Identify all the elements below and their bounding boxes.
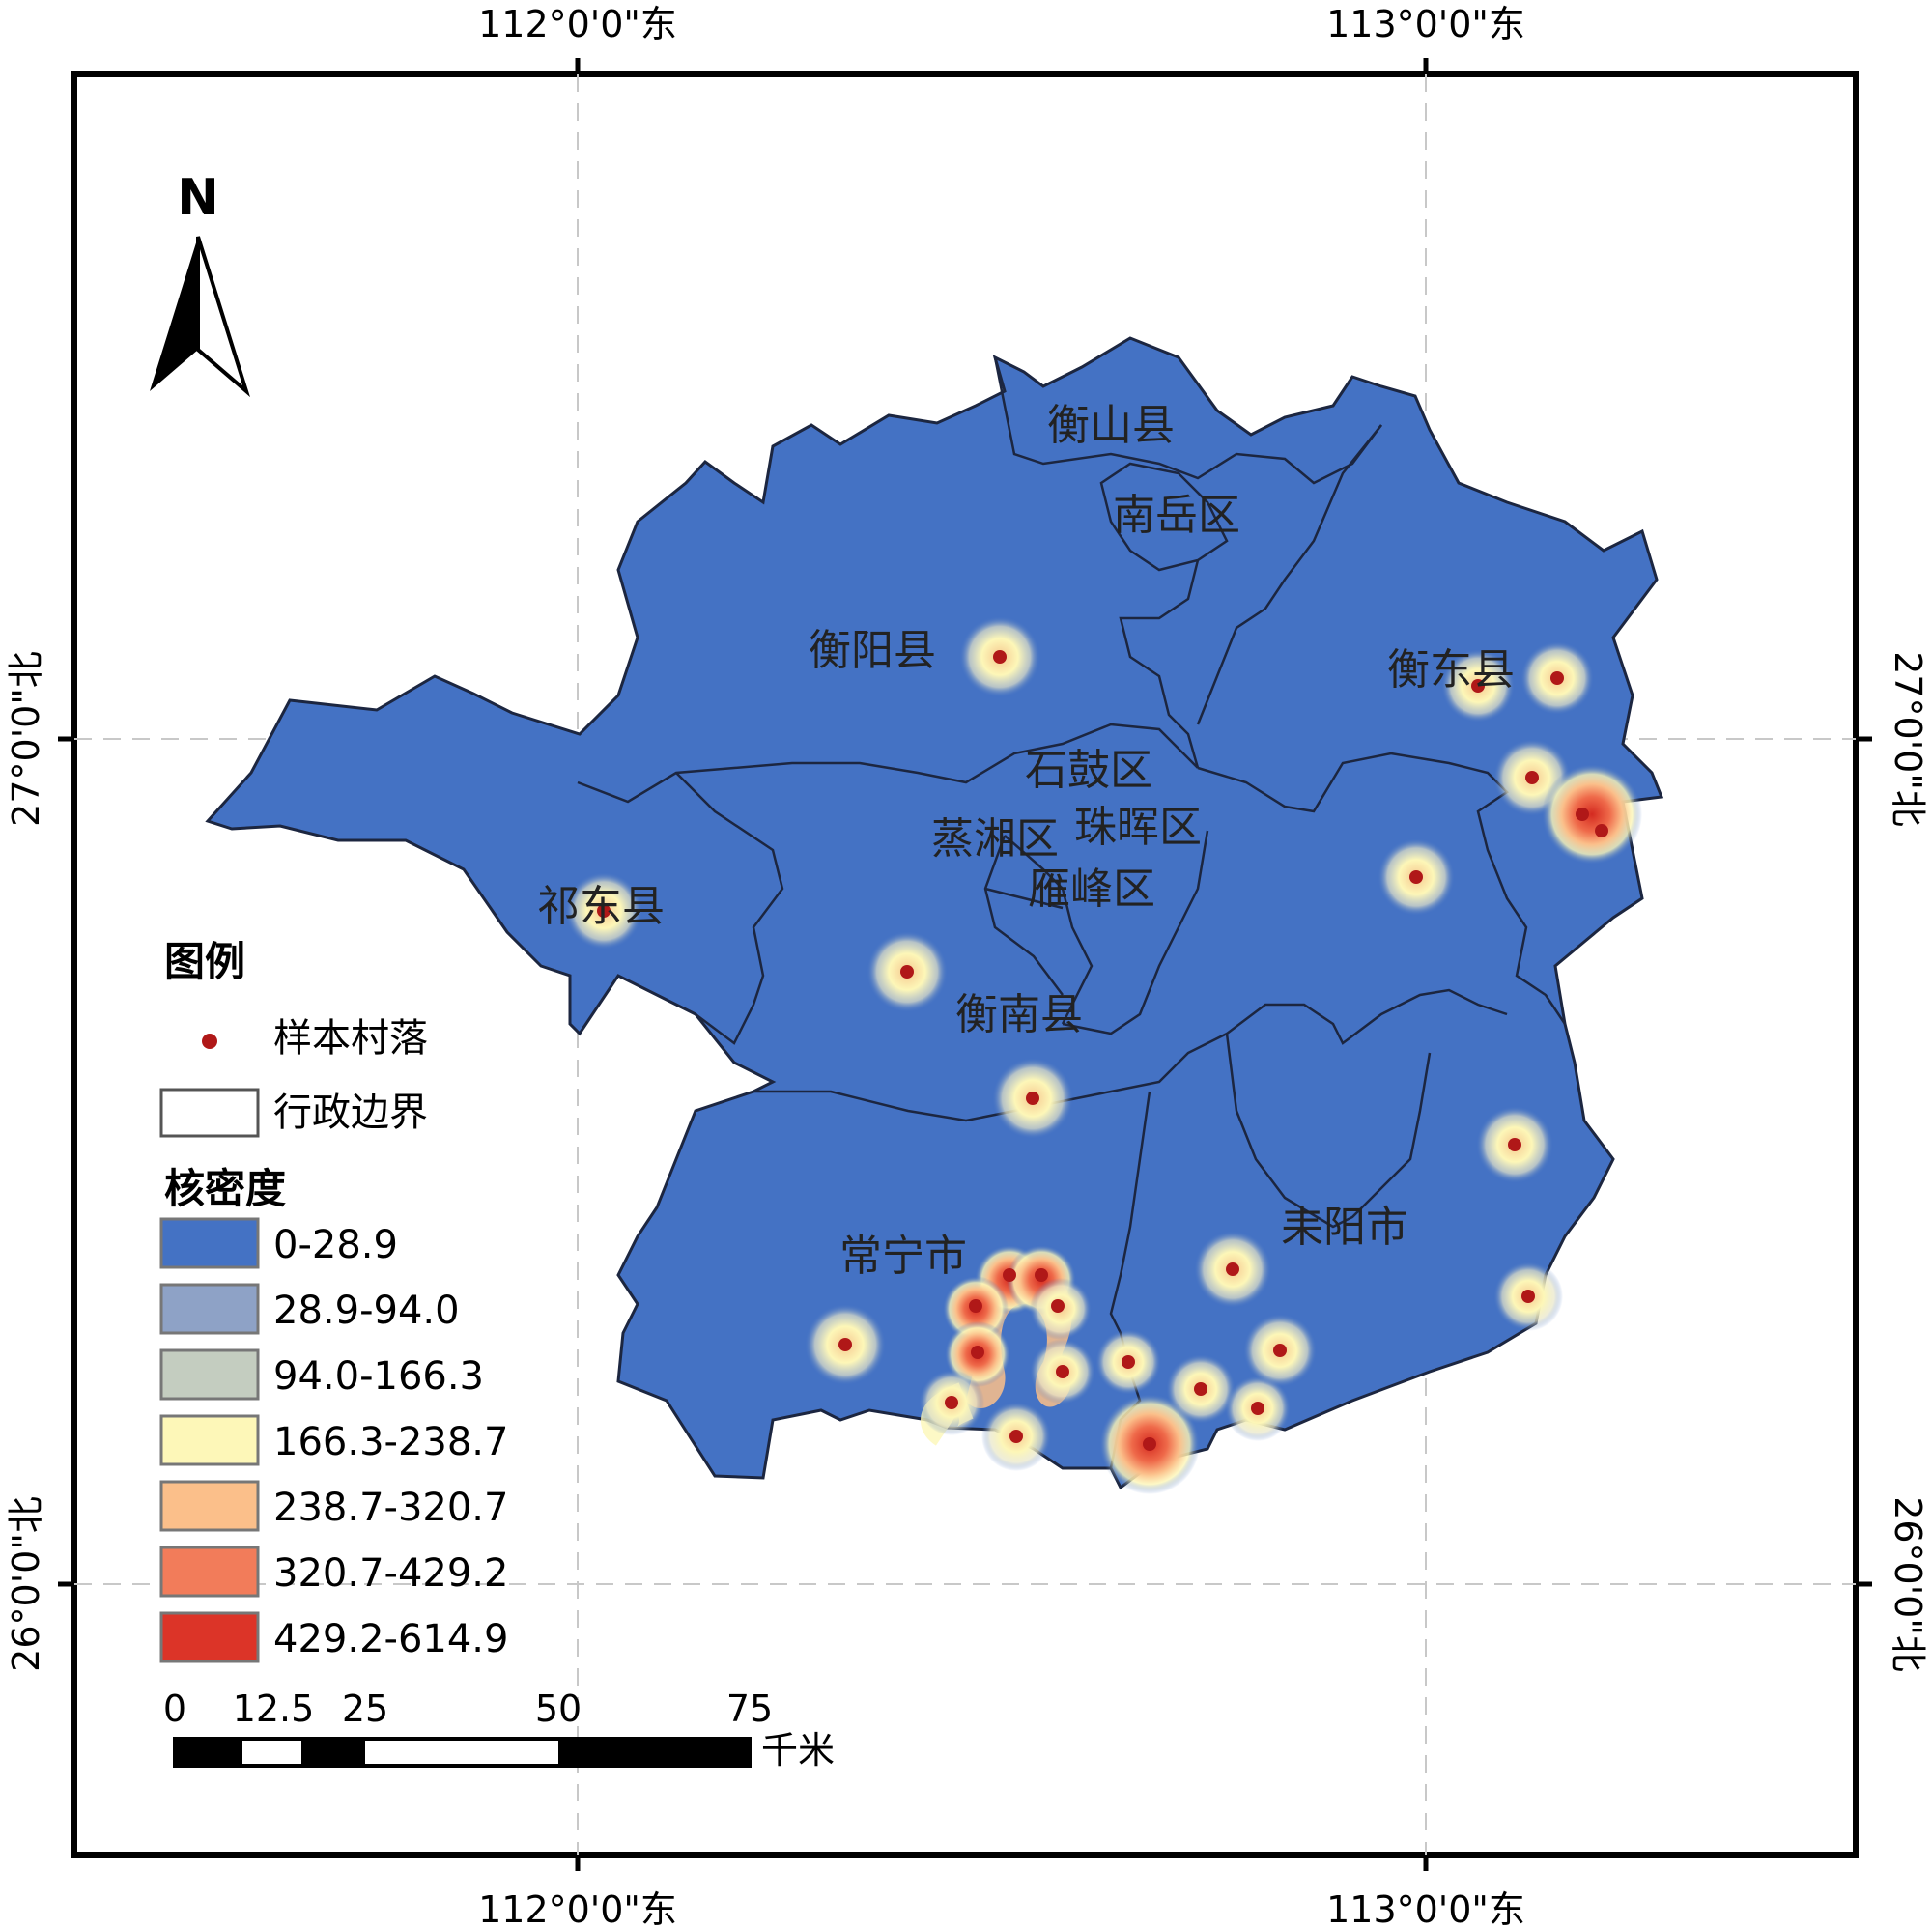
sample-point bbox=[1251, 1402, 1264, 1415]
sample-point bbox=[1035, 1268, 1048, 1282]
legend-class-swatch bbox=[159, 1348, 260, 1401]
sample-point bbox=[1056, 1365, 1069, 1378]
sample-point bbox=[1226, 1262, 1239, 1276]
district-label-nanyue: 南岳区 bbox=[1113, 491, 1240, 540]
sample-point bbox=[1273, 1344, 1287, 1357]
sample-point bbox=[597, 904, 611, 918]
sample-point bbox=[1550, 671, 1564, 685]
legend-title: 图例 bbox=[164, 938, 245, 985]
district-label-qidong: 祁东县 bbox=[537, 882, 665, 931]
district-label-hengyang: 衡阳县 bbox=[809, 626, 936, 675]
north-arrow: N bbox=[150, 169, 250, 398]
scale-unit: 千米 bbox=[761, 1729, 835, 1772]
legend-class-label: 238.7-320.7 bbox=[273, 1486, 508, 1530]
sample-point bbox=[1471, 679, 1485, 693]
coord-top-112: 112°0'0"东 bbox=[478, 3, 677, 45]
sample-point bbox=[900, 965, 914, 979]
district-label-hengshan: 衡山县 bbox=[1047, 401, 1175, 450]
legend-class-swatch bbox=[159, 1546, 260, 1598]
legend-density-title: 核密度 bbox=[164, 1165, 286, 1212]
scale-tick-50: 50 bbox=[535, 1688, 582, 1730]
legend-class-swatch bbox=[159, 1217, 260, 1269]
coord-bottom-112: 112°0'0"东 bbox=[478, 1888, 677, 1929]
district-label-shigu: 石鼓区 bbox=[1025, 746, 1152, 795]
legend-class-label: 429.2-614.9 bbox=[273, 1617, 508, 1661]
sample-point bbox=[1525, 771, 1539, 784]
sample-point bbox=[1026, 1092, 1039, 1105]
legend-boundary-symbol bbox=[159, 1088, 260, 1138]
sample-points bbox=[597, 650, 1608, 1451]
sample-point bbox=[1595, 824, 1608, 837]
scale-tick-25: 25 bbox=[342, 1688, 388, 1730]
sample-point bbox=[945, 1396, 958, 1409]
sample-point bbox=[1409, 870, 1423, 884]
sample-point bbox=[969, 1299, 982, 1313]
sample-point bbox=[1003, 1268, 1016, 1282]
coord-bottom-113: 113°0'0"东 bbox=[1326, 1888, 1525, 1929]
legend-class-label: 0-28.9 bbox=[273, 1223, 398, 1267]
district-label-zhuhui: 珠晖区 bbox=[1074, 803, 1202, 852]
legend-class-swatch bbox=[159, 1414, 260, 1466]
district-labels: 衡山县 南岳区 衡阳县 衡东县 石鼓区 蒸湘区 珠晖区 雁峰区 祁东县 衡南县 … bbox=[537, 401, 1515, 1281]
legend: 图例 样本村落 行政边界 核密度 0-28.9 28.9-94.0 94.0-166… bbox=[159, 938, 508, 1663]
district-label-yanfeng: 雁峰区 bbox=[1028, 865, 1155, 914]
north-label: N bbox=[177, 169, 219, 227]
sample-point bbox=[1576, 808, 1589, 821]
sample-point bbox=[1143, 1437, 1156, 1451]
sample-point bbox=[971, 1346, 984, 1359]
coord-left-27: 27°0'0"北 bbox=[5, 651, 47, 827]
admin-boundaries bbox=[577, 356, 1567, 1469]
coord-right-27: 27°0'0"北 bbox=[1887, 651, 1929, 827]
legend-class-swatch bbox=[159, 1480, 260, 1532]
legend-class-swatch bbox=[159, 1283, 260, 1335]
legend-class-label: 28.9-94.0 bbox=[273, 1289, 460, 1333]
sample-point bbox=[1122, 1355, 1135, 1369]
legend-class-swatch bbox=[159, 1611, 260, 1663]
sample-point bbox=[1009, 1430, 1023, 1443]
frame-ticks bbox=[58, 58, 1872, 1871]
coord-left-26: 26°0'0"北 bbox=[5, 1496, 47, 1672]
district-label-hengnan: 衡南县 bbox=[955, 990, 1083, 1039]
district-label-changning: 常宁市 bbox=[839, 1232, 967, 1281]
coord-top-113: 113°0'0"东 bbox=[1326, 3, 1525, 45]
scale-tick-12-5: 12.5 bbox=[233, 1688, 315, 1730]
sample-point bbox=[1051, 1299, 1065, 1313]
scale-bar: 0 12.5 25 50 75 千米 bbox=[163, 1688, 835, 1772]
legend-class-label: 94.0-166.3 bbox=[273, 1354, 484, 1399]
sample-point bbox=[1194, 1382, 1208, 1396]
sample-point bbox=[838, 1338, 852, 1351]
legend-class-label: 320.7-429.2 bbox=[273, 1551, 508, 1596]
district-label-leiyang: 耒阳市 bbox=[1281, 1203, 1408, 1252]
legend-sample-label: 样本村落 bbox=[273, 1016, 428, 1061]
legend-class-label: 166.3-238.7 bbox=[273, 1420, 508, 1464]
sample-point bbox=[993, 650, 1007, 664]
scale-tick-0: 0 bbox=[163, 1688, 186, 1730]
scale-tick-75: 75 bbox=[726, 1688, 773, 1730]
district-label-hengdong: 衡东县 bbox=[1387, 645, 1515, 695]
legend-boundary-label: 行政边界 bbox=[273, 1091, 428, 1135]
sample-point bbox=[1521, 1290, 1535, 1303]
district-label-zhengxiang: 蒸湘区 bbox=[931, 814, 1059, 864]
coord-right-26: 26°0'0"北 bbox=[1887, 1496, 1929, 1672]
legend-sample-symbol bbox=[202, 1034, 217, 1049]
sample-point bbox=[1508, 1138, 1521, 1151]
